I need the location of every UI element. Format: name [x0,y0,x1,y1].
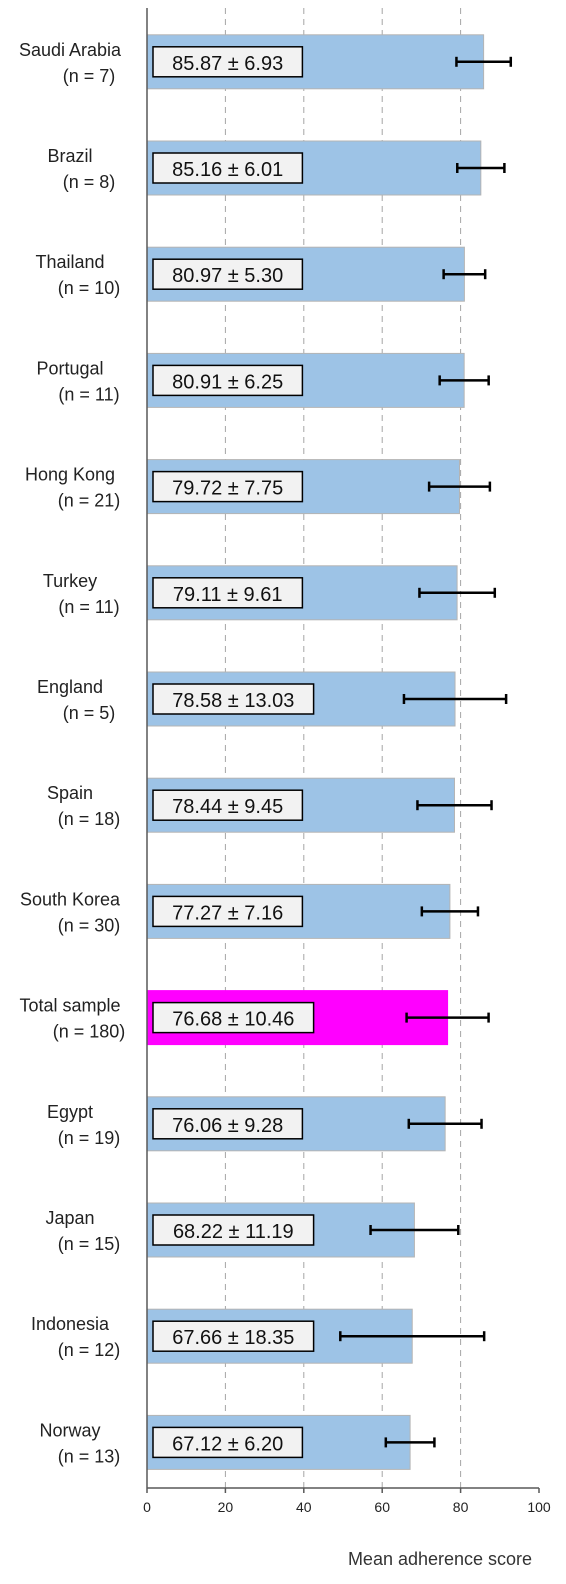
sample-size-label: (n = 12) [58,1340,121,1360]
value-label: 85.16 ± 6.01 [172,159,283,181]
value-label-box [152,152,304,184]
sample-size-label: (n = 21) [58,491,121,511]
sample-size-label: (n = 30) [58,915,121,935]
axes [146,8,539,1489]
value-label: 77.27 ± 7.16 [172,902,283,924]
bar-row: Turkey (n = 11) 79.11 ± 9.61 [43,565,497,621]
error-bar [402,694,508,704]
sample-size-label: (n = 5) [63,703,116,723]
category-label: England [37,677,103,697]
value-label-box [152,364,304,397]
bar-row: Portugal (n = 11) 80.91 ± 6.25 [36,352,490,408]
x-tick-label: 80 [453,1499,469,1515]
value-label-box [152,470,304,503]
sample-size-label: (n = 15) [58,1234,121,1254]
category-label: Norway [39,1420,100,1440]
error-bar [384,1437,436,1448]
error-bar [416,800,493,811]
value-label: 78.58 ± 13.03 [172,690,294,712]
category-label: Spain [47,783,93,803]
bar-row: England (n = 5) 78.58 ± 13.03 [37,671,508,727]
value-label: 80.97 ± 5.30 [172,265,283,287]
bar-row: Brazil (n = 8) 85.16 ± 6.01 [47,140,506,196]
value-label-box [152,577,304,609]
sample-size-label: (n = 11) [58,384,119,404]
x-tick-label: 40 [296,1499,312,1515]
value-label: 67.12 ± 6.20 [172,1433,283,1455]
error-bar [455,56,513,67]
value-label: 85.87 ± 6.93 [172,53,283,75]
category-label: Brazil [47,146,92,166]
value-label: 67.66 ± 18.35 [172,1327,294,1349]
value-label-box [152,683,315,715]
error-bar [418,587,497,598]
bar-row: Spain (n = 18) 78.44 ± 9.45 [47,777,493,833]
x-tick-label: 20 [218,1499,234,1515]
value-label-box [152,1426,304,1459]
value-label: 80.91 ± 6.25 [172,371,283,393]
bar-row: Total sample (n = 180) 76.68 ± 10.46 [19,990,490,1046]
category-label: Turkey [43,571,97,591]
x-tick-label: 60 [374,1499,390,1515]
category-label: Saudi Arabia [19,40,122,60]
bars: Saudi Arabia (n = 7) 85.87 ± 6.93 Brazil (n … [19,34,513,1470]
category-label: Hong Kong [25,465,115,485]
value-label-box [152,1001,315,1034]
value-label-box [152,258,304,290]
gridlines [224,8,462,1488]
sample-size-label: (n = 8) [63,172,116,192]
sample-size-label: (n = 10) [58,278,121,298]
value-label-box [152,1108,304,1140]
value-label: 76.06 ± 9.28 [172,1115,283,1137]
category-label: Thailand [35,252,104,272]
x-axis-ticks: 0 20 40 60 80 100 [143,1488,551,1515]
error-bar [427,481,492,492]
sample-size-label: (n = 18) [58,809,121,829]
bar-row: Saudi Arabia (n = 7) 85.87 ± 6.93 [19,34,513,90]
category-label: Total sample [19,996,120,1016]
value-label: 76.68 ± 10.46 [172,1009,294,1031]
category-label: Portugal [36,358,103,378]
x-tick-label: 0 [143,1499,151,1515]
value-label: 68.22 ± 11.19 [173,1221,294,1243]
error-bar [438,375,490,386]
category-label: Indonesia [31,1314,110,1334]
sample-size-label: (n = 11) [58,597,119,617]
x-axis-title: Mean adherence score [348,1549,532,1569]
bar-row: Thailand (n = 10) 80.97 ± 5.30 [35,246,487,302]
bar-row: Japan (n = 15) 68.22 ± 11.19 [45,1202,460,1258]
error-bar [405,1012,490,1023]
value-label: 79.11 ± 9.61 [173,584,283,606]
bar-row: Hong Kong (n = 21) 79.72 ± 7.75 [25,459,492,515]
value-label-box [152,1214,315,1246]
value-label-box [152,895,304,928]
error-bar [407,1118,483,1129]
category-label: Japan [45,1208,94,1228]
error-bar [339,1331,486,1342]
bar-row: Norway (n = 13) 67.12 ± 6.20 [39,1414,436,1470]
value-label-box [152,1320,315,1352]
error-bar [420,906,480,917]
sample-size-label: (n = 7) [63,66,116,86]
x-tick-label: 100 [527,1499,551,1515]
value-label-box [152,46,304,78]
bar-row: Indonesia (n = 12) 67.66 ± 18.35 [31,1308,486,1364]
sample-size-label: (n = 19) [58,1128,121,1148]
sample-size-label: (n = 180) [53,1022,126,1042]
value-label: 78.44 ± 9.45 [172,796,283,818]
value-label-box [152,789,304,821]
sample-size-label: (n = 13) [58,1446,121,1466]
category-label: South Korea [20,889,121,909]
error-bar [442,269,487,280]
category-label: Egypt [47,1102,93,1122]
bar-row: South Korea (n = 30) 77.27 ± 7.16 [20,883,480,939]
error-bar [369,1225,460,1235]
value-label: 79.72 ± 7.75 [172,478,283,500]
bar-row: Egypt (n = 19) 76.06 ± 9.28 [47,1096,483,1152]
error-bar [456,163,506,173]
